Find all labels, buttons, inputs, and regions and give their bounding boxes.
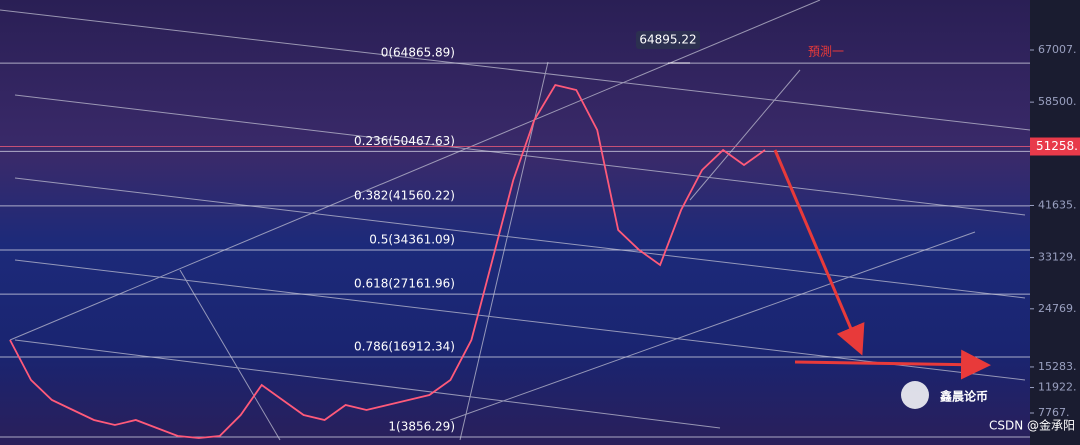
- axis-background: [1030, 0, 1080, 445]
- fib-label: 0.618(27161.96): [354, 277, 455, 291]
- watermark-icon: [901, 381, 929, 409]
- peak-label-bg: [636, 30, 700, 49]
- forecast-label: 預測一: [808, 45, 844, 59]
- fib-label: 0.236(50467.63): [354, 134, 455, 148]
- y-tick-label: 15283.: [1038, 360, 1077, 373]
- y-tick-label: 58500.: [1038, 95, 1077, 108]
- plot-background: [0, 0, 1030, 445]
- fib-label: 0.786(16912.34): [354, 339, 455, 353]
- y-tick-label: 7767.: [1038, 406, 1070, 419]
- price-line: [9, 83, 766, 439]
- trend-lines: [0, 0, 1031, 441]
- watermark-text: 鑫晨论币: [939, 389, 988, 404]
- fib-label: 0.382(41560.22): [354, 188, 455, 202]
- peak-label: 64895.22: [639, 32, 696, 46]
- fib-label: 0(64865.89): [381, 46, 455, 60]
- y-tick-label: 41635.: [1038, 198, 1077, 211]
- credit: CSDN @金承阳: [989, 418, 1075, 433]
- last-price-bg: [1030, 137, 1080, 156]
- watermark: 鑫晨论币 CSDN @金承阳: [901, 381, 1075, 433]
- y-tick-label: 67007.: [1038, 43, 1077, 56]
- y-tick-label: 24769.: [1038, 302, 1077, 315]
- fib-label: 0.5(34361.09): [369, 233, 455, 247]
- forecast-arrows: [773, 149, 991, 380]
- fib-label: 1(3856.29): [388, 419, 455, 433]
- y-tick-label: 33129.: [1038, 251, 1077, 264]
- y-tick-label: 11922.: [1038, 381, 1077, 394]
- last-price-label: 51258.: [1036, 139, 1078, 153]
